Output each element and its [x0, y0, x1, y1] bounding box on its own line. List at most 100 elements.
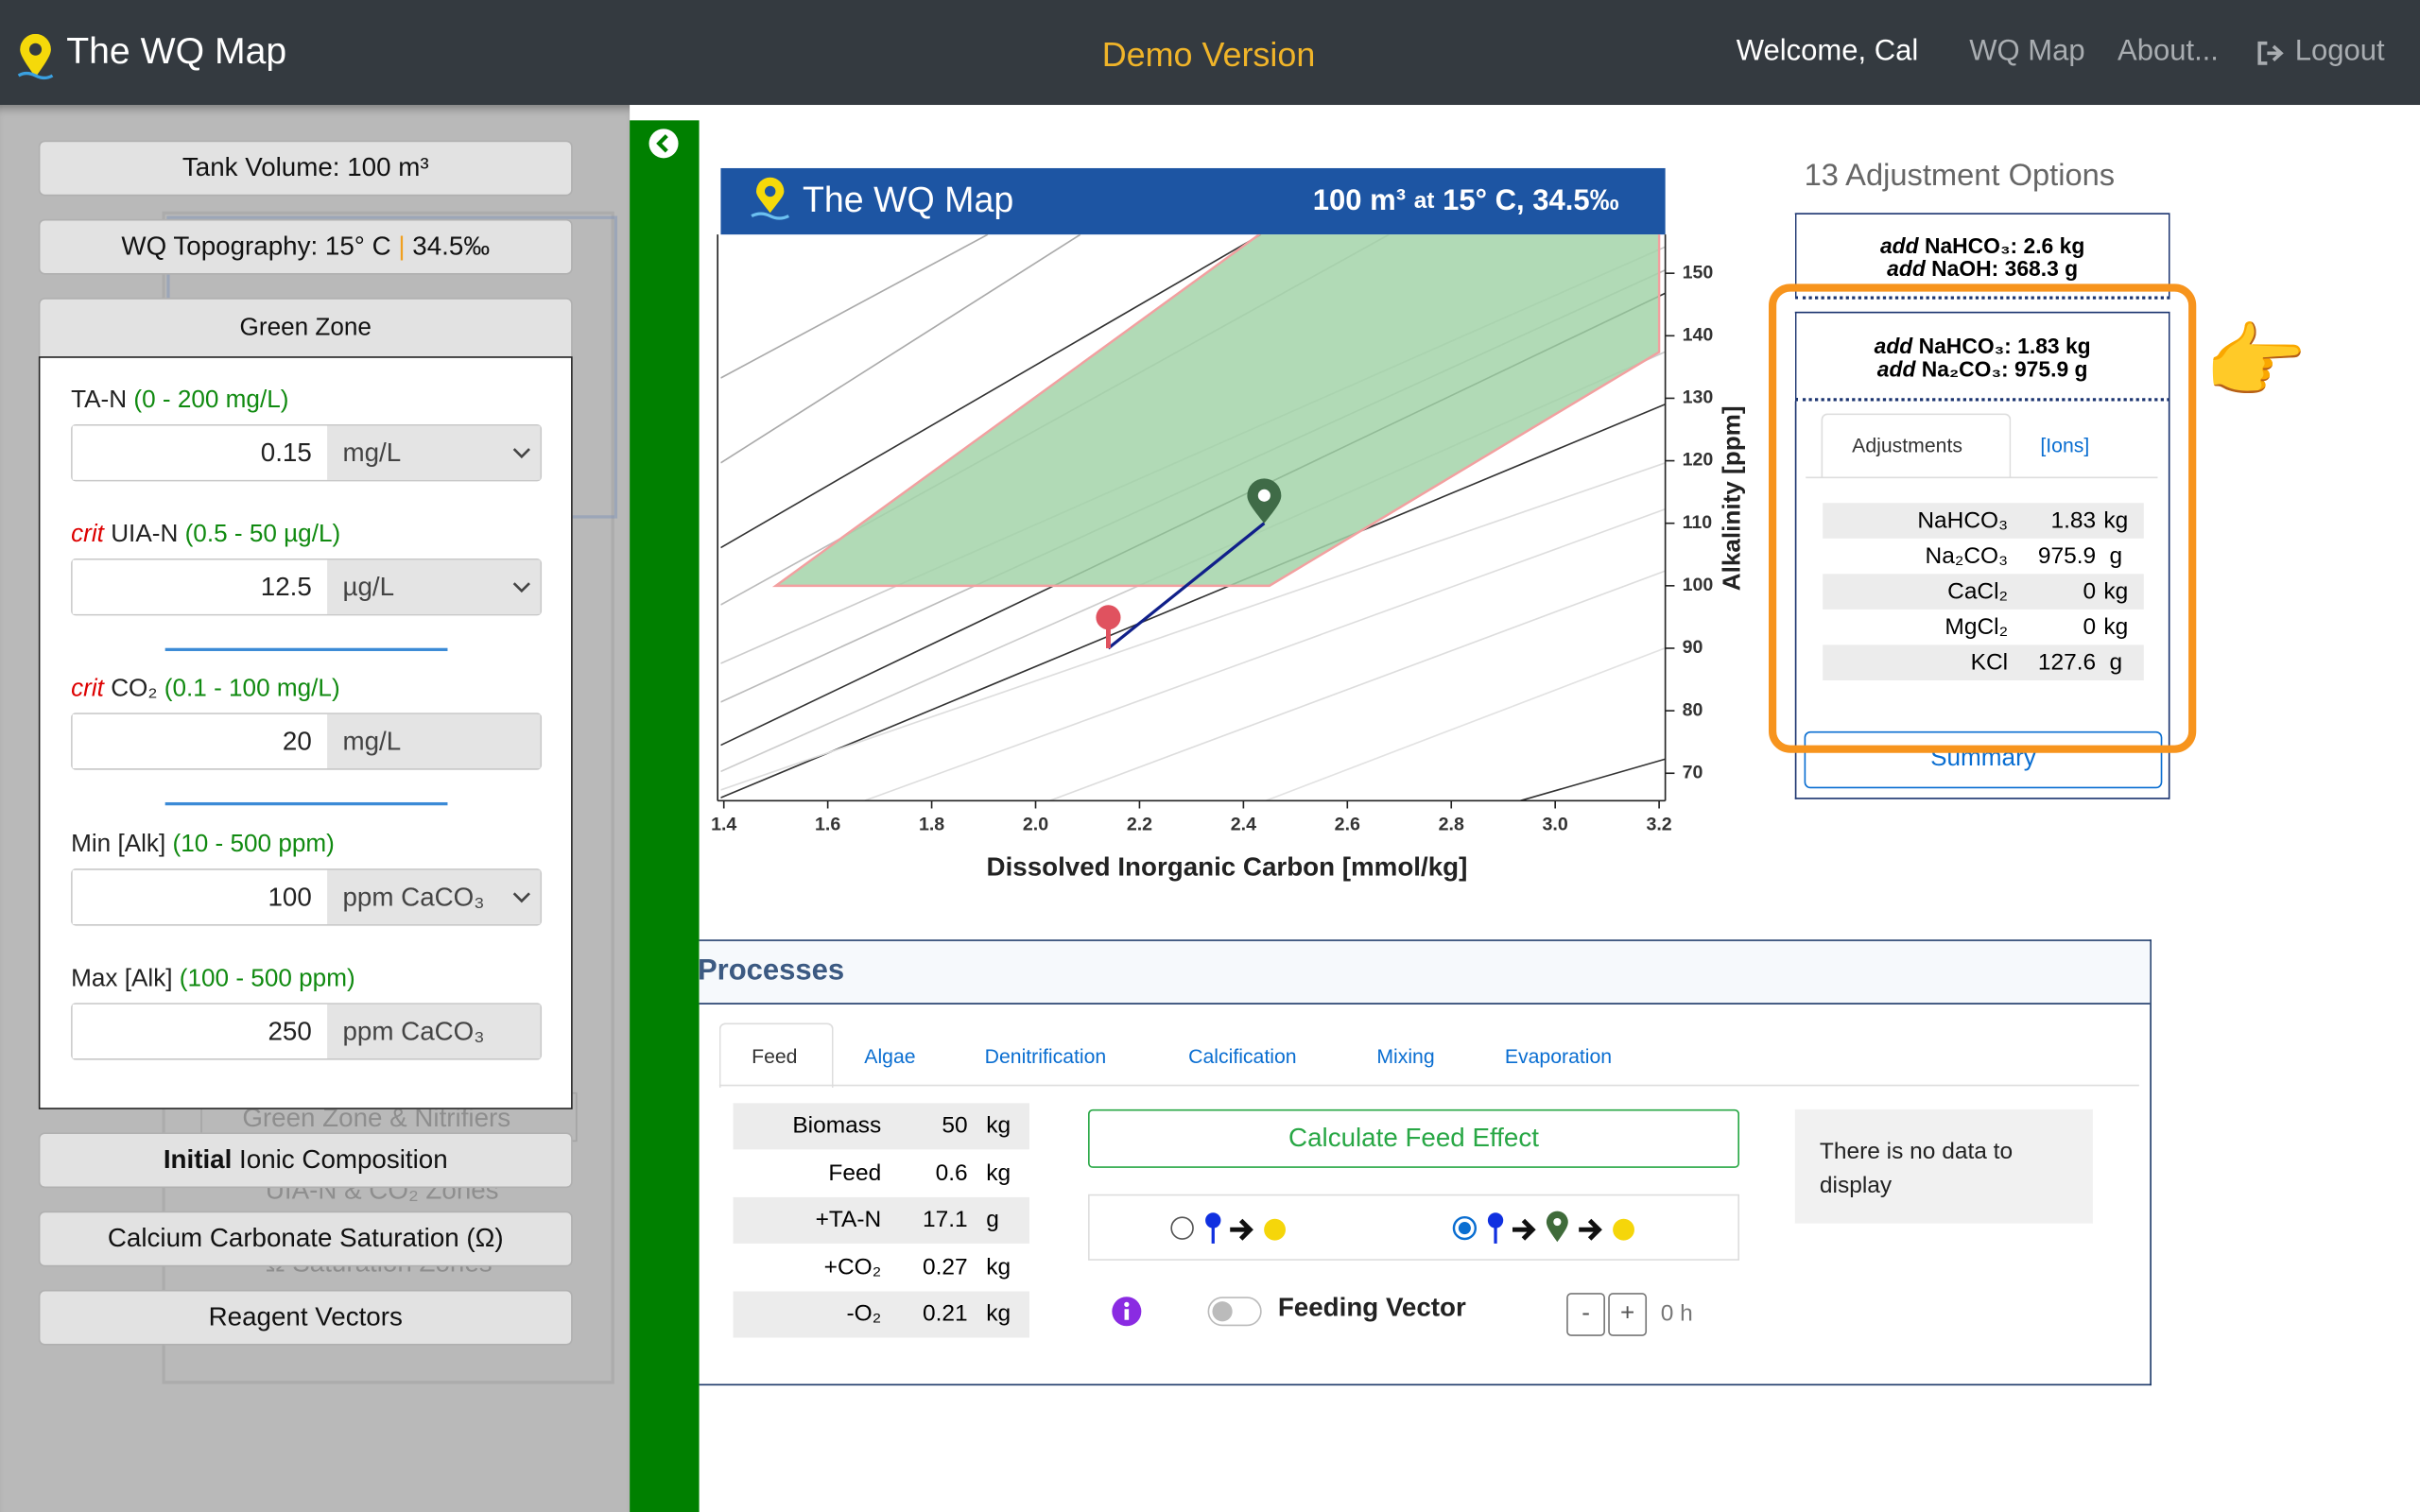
- number-input[interactable]: 100: [72, 869, 328, 924]
- unit-label: mg/L: [327, 713, 541, 769]
- reagent-name: KCl: [1970, 649, 2009, 677]
- tab[interactable]: [Ions]: [2040, 433, 2090, 457]
- row-label: Biomass: [792, 1112, 882, 1139]
- number-input[interactable]: 20: [72, 713, 328, 769]
- panel-header[interactable]: Green Zone: [38, 298, 573, 360]
- green-zone: [771, 234, 1661, 588]
- process-tab[interactable]: Calcification: [1188, 1044, 1297, 1068]
- button-bold: Initial: [163, 1144, 233, 1175]
- input-group: 12.5 µg/L: [71, 558, 543, 616]
- x-axis-title: Dissolved Inorganic Carbon [mmol/kg]: [987, 852, 1468, 882]
- option-text: Na₂CO₃: 975.9 g: [1921, 356, 2088, 382]
- calculate-button[interactable]: Calculate Feed Effect: [1088, 1108, 1740, 1168]
- arrow: [512, 582, 530, 593]
- x-tick-label: 2.2: [1127, 815, 1152, 835]
- reagent-name: MgCl₂: [1945, 613, 2009, 641]
- plot-area: [720, 234, 1666, 801]
- option-verb: add: [1879, 232, 1919, 258]
- row-value: 50: [942, 1112, 968, 1139]
- reagent-amount: 1.83: [2050, 507, 2097, 534]
- process-tab[interactable]: Algae: [864, 1044, 916, 1068]
- row-unit: kg: [986, 1159, 1011, 1186]
- processes-title[interactable]: Processes: [697, 954, 845, 988]
- arrow: [512, 892, 530, 903]
- input-group: 0.15 mg/L: [71, 423, 543, 482]
- topography-text: WQ Topography: 15° C: [121, 231, 391, 261]
- row-value: 17.1: [922, 1206, 968, 1233]
- nav-link[interactable]: WQ Map: [1969, 35, 2085, 68]
- decrement-button[interactable]: -: [1566, 1293, 1605, 1336]
- number-input[interactable]: 250: [72, 1004, 328, 1058]
- sidebar: Green Zone & Nitrifiers UIA-N & CO₂ Zone…: [0, 105, 631, 1512]
- tab-active[interactable]: [718, 1022, 834, 1089]
- input-group: 100 ppm CaCO₃: [71, 868, 543, 926]
- section-button[interactable]: Reagent Vectors: [38, 1289, 573, 1346]
- chart-header: [720, 167, 1666, 235]
- separator: [164, 647, 448, 651]
- contour-line: [1519, 758, 1666, 801]
- row-bg: [733, 1103, 1029, 1150]
- field-label: TA-N (0 - 200 mg/L): [71, 387, 288, 415]
- process-tab[interactable]: Denitrification: [984, 1044, 1107, 1068]
- section-button[interactable]: Initial Ionic Composition: [38, 1132, 573, 1189]
- nav-link[interactable]: Logout: [2294, 35, 2385, 68]
- row-label: -O₂: [846, 1300, 882, 1328]
- section-button[interactable]: Calcium Carbonate Saturation (Ω): [38, 1211, 573, 1267]
- y2-tick-label: 110: [1683, 512, 1713, 533]
- option-line: add NaOH: 368.3 g: [1796, 256, 2168, 282]
- field-name: TA-N: [71, 387, 128, 414]
- reagent-unit: g: [2109, 649, 2123, 677]
- toggle-label: Feeding Vector: [1277, 1293, 1466, 1323]
- row-label: Feed: [828, 1159, 882, 1186]
- reagent-amount: 975.9: [2037, 542, 2097, 570]
- reagent-name: Na₂CO₃: [1925, 542, 2009, 570]
- collapse-button[interactable]: [648, 129, 680, 160]
- process-tab[interactable]: Mixing: [1376, 1044, 1435, 1068]
- brand[interactable]: The WQ Map: [66, 30, 287, 73]
- conditions: 15° C, 34.5‰: [1443, 183, 1619, 216]
- row-bg: [1823, 644, 2144, 680]
- unit-select[interactable]: ppm CaCO₃: [327, 869, 541, 924]
- contour-line: [720, 234, 989, 379]
- contour-line: [720, 404, 1666, 799]
- nav-link[interactable]: About...: [2118, 35, 2219, 68]
- header-icon-wave: [751, 212, 790, 220]
- tab[interactable]: Adjustments: [1852, 433, 1962, 457]
- reagent-unit: kg: [2103, 578, 2129, 605]
- unit-select[interactable]: µg/L: [327, 559, 541, 614]
- reagent-amount: 127.6: [2037, 649, 2097, 677]
- option-verb: add: [1887, 256, 1926, 282]
- mode-selector: [1088, 1194, 1740, 1261]
- volume: 100 m³: [1313, 183, 1406, 216]
- process-tab[interactable]: Evaporation: [1504, 1044, 1613, 1068]
- tank-volume-button[interactable]: Tank Volume: 100 m³: [38, 140, 573, 197]
- salinity-text: 34.5‰: [412, 231, 491, 261]
- processes-header: [699, 940, 2151, 1005]
- number-input[interactable]: 0.15: [72, 425, 328, 480]
- info-icon[interactable]: [1112, 1296, 1143, 1327]
- processes-panel: Processes Feed Algae Denitrification Calcif…: [697, 939, 2152, 1386]
- topography-button[interactable]: WQ Topography: 15° C | 34.5‰: [38, 218, 573, 275]
- option-card[interactable]: add NaHCO₃: 1.83 kg add Na₂CO₃: 975.9 g: [1794, 311, 2170, 402]
- tab-active[interactable]: [1821, 413, 2012, 479]
- field-range: (0 - 200 mg/L): [133, 387, 289, 414]
- contour-line: [1048, 570, 1666, 801]
- mode-option[interactable]: [1170, 1212, 1286, 1244]
- mode-option[interactable]: [1452, 1211, 1634, 1244]
- x-tick-label: 3.2: [1646, 815, 1671, 835]
- process-tab[interactable]: Feed: [752, 1044, 798, 1068]
- row-bg: [1823, 503, 2144, 539]
- feeding-toggle[interactable]: [1207, 1296, 1263, 1327]
- number-input[interactable]: 12.5: [72, 559, 328, 614]
- contour-line: [720, 234, 1262, 549]
- unit-select[interactable]: mg/L: [327, 425, 541, 480]
- y2-tick-label: 70: [1683, 762, 1703, 782]
- x-tick-label: 1.4: [711, 815, 736, 835]
- unit-label: ppm CaCO₃: [327, 1004, 541, 1058]
- reagent-name: CaCl₂: [1947, 578, 2009, 605]
- welcome: Welcome, Cal: [1736, 35, 1919, 68]
- contour-line: [720, 462, 1666, 791]
- sidebar-toggle-strip: [630, 120, 700, 1512]
- increment-button[interactable]: +: [1608, 1293, 1648, 1336]
